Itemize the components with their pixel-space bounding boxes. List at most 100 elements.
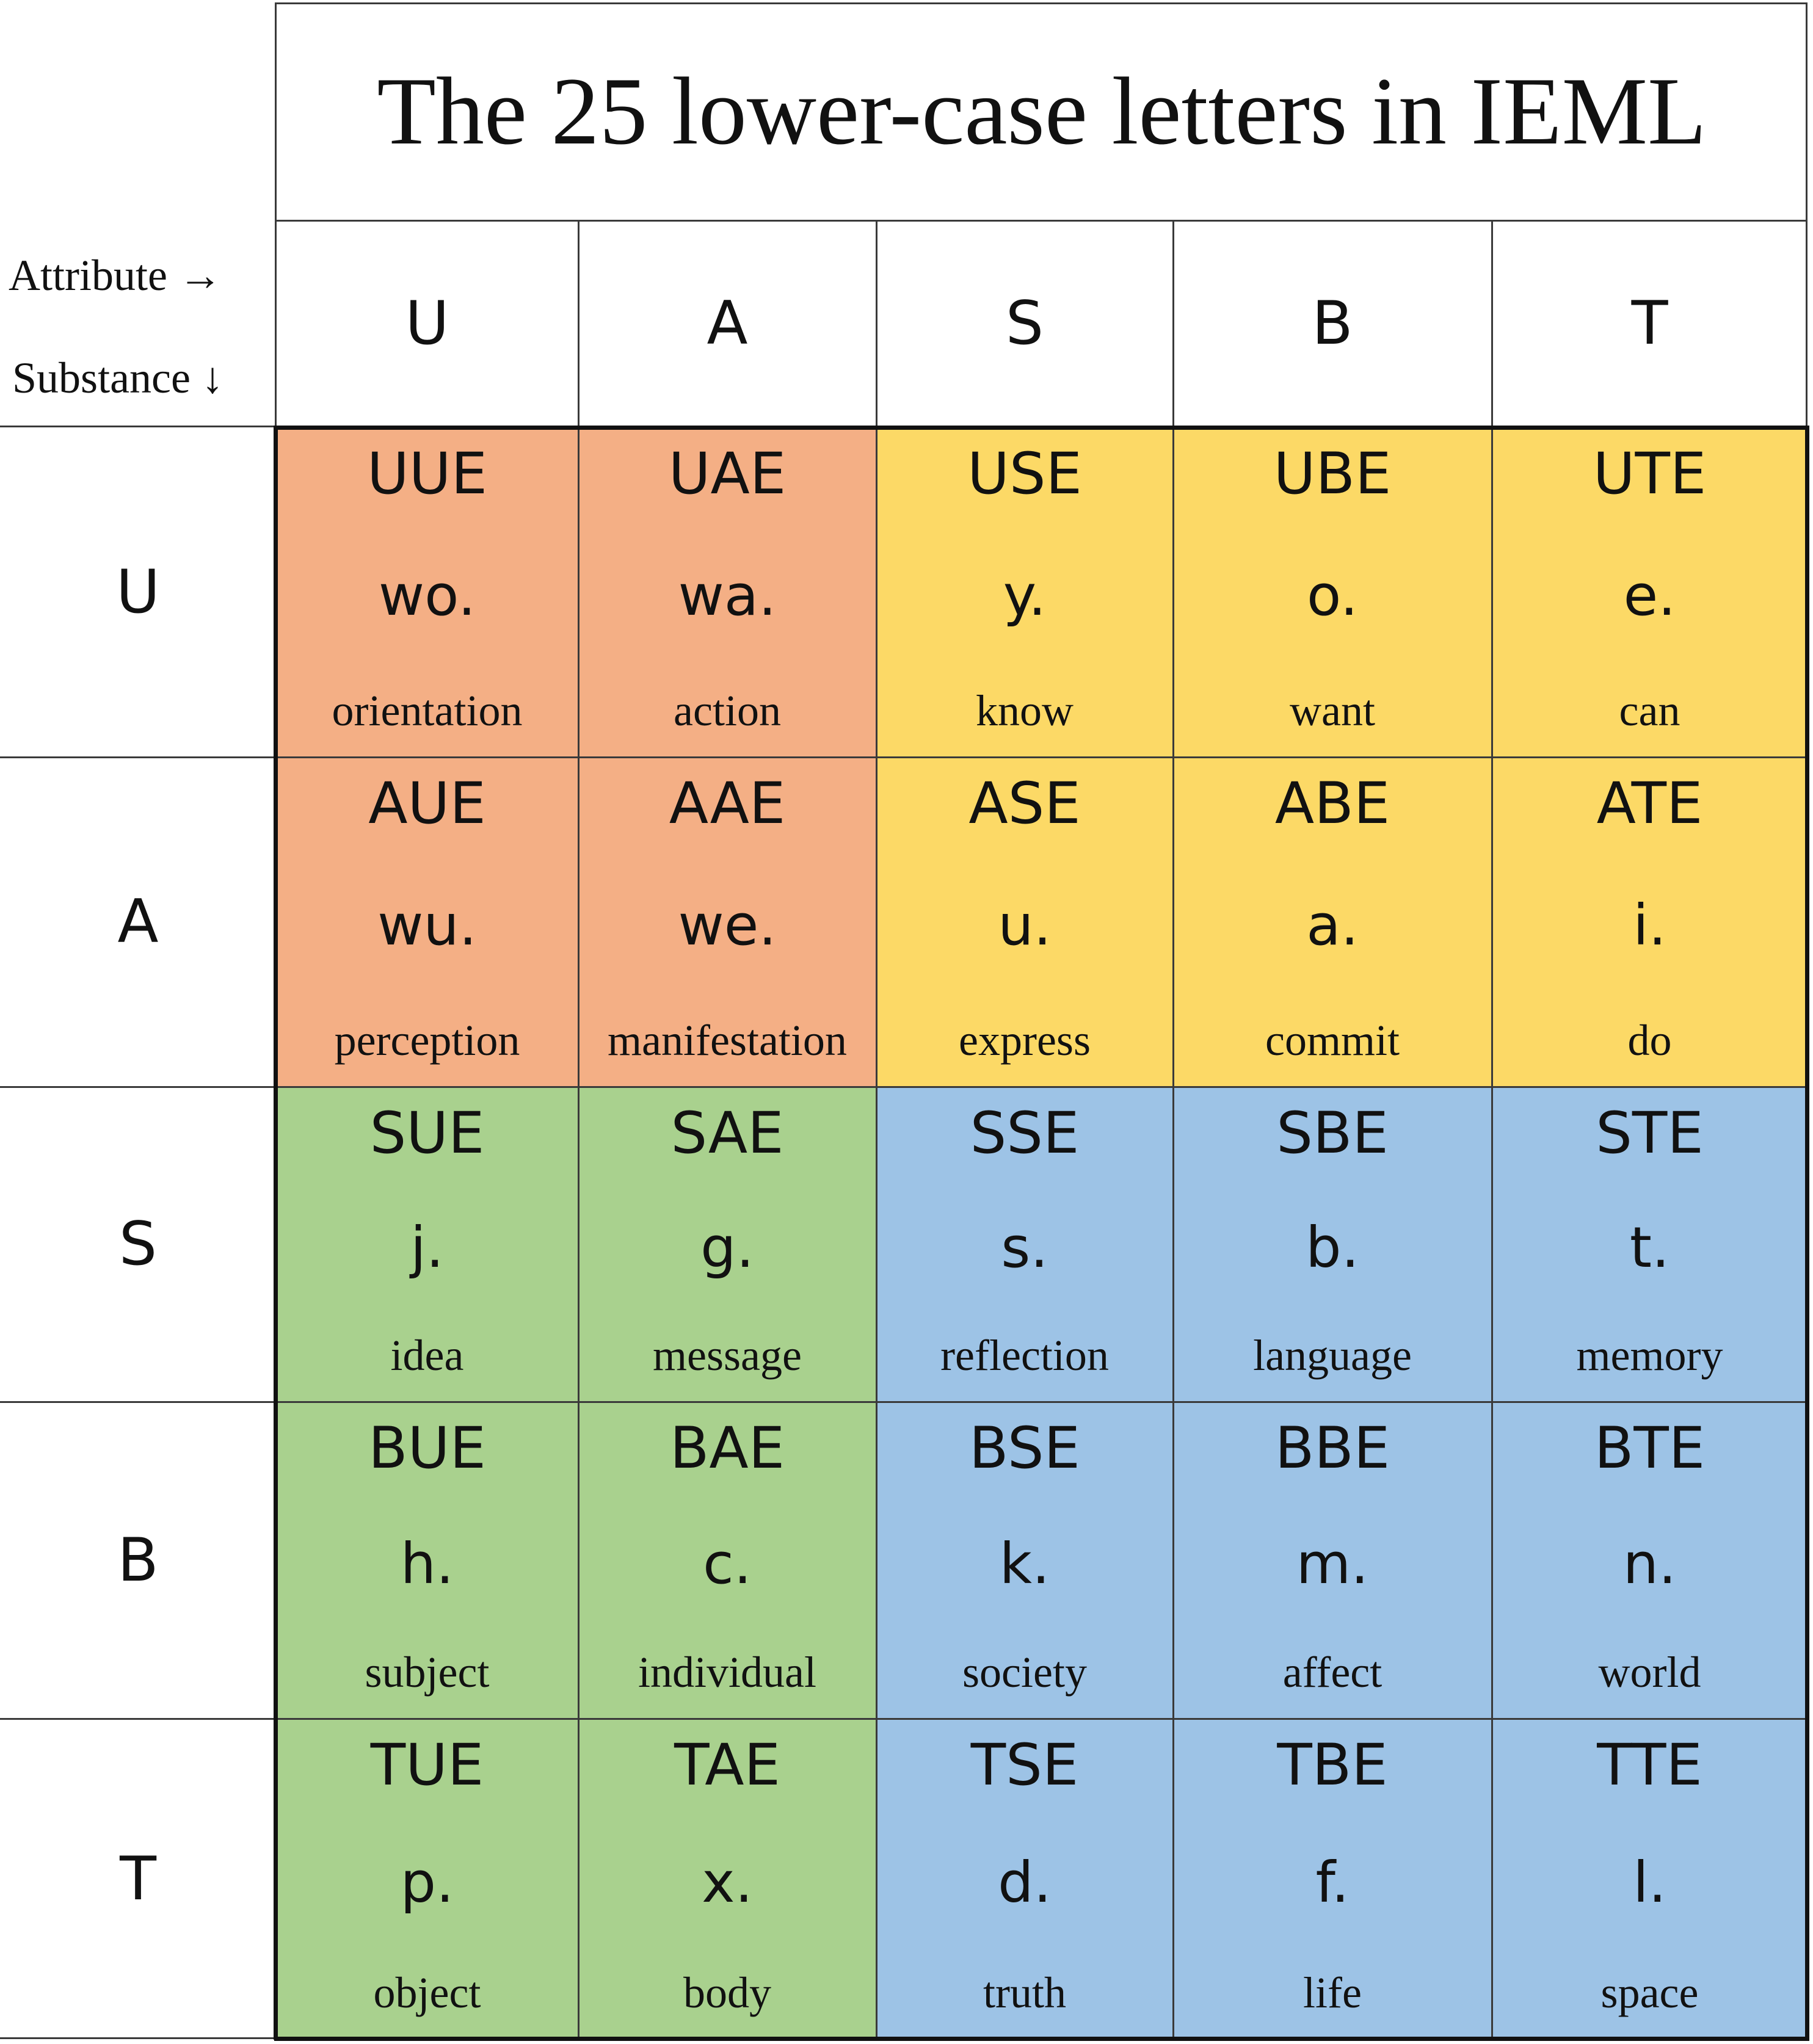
letter-cell-ube: UBE o. want <box>1173 427 1492 757</box>
letter-symbol: n. <box>1622 1531 1677 1596</box>
substance-axis-label: Substance ↓ <box>12 353 223 402</box>
letter-cell-tte: TTE l. space <box>1492 1719 1808 2039</box>
letter-symbol: s. <box>1001 1215 1048 1280</box>
column-divider <box>1172 220 1174 427</box>
letter-symbol: t. <box>1629 1215 1670 1280</box>
letter-meaning: express <box>959 1016 1091 1065</box>
row-divider <box>276 1401 1808 1403</box>
letter-symbol: m. <box>1296 1531 1369 1596</box>
letter-symbol: e. <box>1623 563 1676 628</box>
letter-symbol: wa. <box>678 563 777 628</box>
letter-cell-bse: BSE k. society <box>876 1402 1173 1719</box>
letter-cell-sbe: SBE b. language <box>1173 1087 1492 1402</box>
letter-symbol: p. <box>400 1849 454 1915</box>
letter-code: AUE <box>368 770 486 837</box>
letter-code: ATE <box>1596 770 1703 837</box>
letter-symbol: c. <box>703 1531 752 1596</box>
title-border <box>275 2 277 430</box>
letter-cell-bte: BTE n. world <box>1492 1402 1808 1719</box>
letter-meaning: language <box>1253 1331 1412 1380</box>
row-header-t: T <box>120 1844 156 1914</box>
outer-border <box>274 426 1809 430</box>
letter-code: STE <box>1596 1100 1704 1167</box>
letter-meaning: truth <box>983 1968 1066 2017</box>
letter-meaning: memory <box>1576 1331 1723 1380</box>
letter-symbol: y. <box>1003 563 1047 628</box>
column-header-a: A <box>707 289 748 358</box>
letter-code: BAE <box>669 1415 785 1482</box>
letter-code: BSE <box>969 1415 1080 1482</box>
column-divider <box>876 427 877 2039</box>
letter-cell-tbe: TBE f. life <box>1173 1719 1492 2039</box>
letter-cell-uae: UAE wa. action <box>578 427 876 757</box>
letter-meaning: perception <box>334 1016 520 1065</box>
letter-code: SAE <box>670 1100 784 1167</box>
column-divider <box>1491 220 1493 427</box>
letter-code: TBE <box>1277 1732 1388 1799</box>
letter-cell-tue: TUE p. object <box>276 1719 578 2039</box>
letter-cell-sue: SUE j. idea <box>276 1087 578 1402</box>
letter-code: UTE <box>1593 441 1707 507</box>
letter-cell-aae: AAE we. manifestation <box>578 757 876 1087</box>
letter-meaning: commit <box>1265 1016 1400 1065</box>
letter-meaning: world <box>1598 1648 1701 1697</box>
letter-cell-use: USE y. know <box>876 427 1173 757</box>
row-divider <box>0 2037 276 2039</box>
letter-symbol: u. <box>998 893 1052 958</box>
letter-meaning: can <box>1619 686 1680 735</box>
letter-meaning: reflection <box>940 1331 1109 1380</box>
column-divider <box>578 427 580 2039</box>
letter-code: SBE <box>1276 1100 1389 1167</box>
title-border <box>276 2 1808 4</box>
letter-symbol: f. <box>1315 1849 1350 1915</box>
letter-meaning: do <box>1627 1016 1672 1065</box>
column-header-s: S <box>1005 289 1044 358</box>
letter-meaning: society <box>962 1648 1087 1697</box>
letter-cell-ute: UTE e. can <box>1492 427 1808 757</box>
letter-meaning: body <box>683 1968 771 2017</box>
row-divider <box>0 756 276 758</box>
outer-border <box>274 426 278 2040</box>
column-header-u: U <box>405 289 449 358</box>
letter-code: SUE <box>369 1100 485 1167</box>
letter-cell-uue: UUE wo. orientation <box>276 427 578 757</box>
column-divider <box>578 220 580 427</box>
letter-meaning: subject <box>365 1648 490 1697</box>
letter-code: SSE <box>970 1100 1080 1167</box>
letter-code: TTE <box>1597 1732 1702 1799</box>
row-header-b: B <box>117 1525 159 1595</box>
letter-code: BBE <box>1274 1415 1390 1482</box>
letter-cell-tae: TAE x. body <box>578 1719 876 2039</box>
letter-meaning: idea <box>390 1331 464 1380</box>
letter-meaning: object <box>373 1968 481 2017</box>
row-divider <box>276 1718 1808 1720</box>
letter-meaning: life <box>1303 1968 1362 2017</box>
letter-cell-ate: ATE i. do <box>1492 757 1808 1087</box>
row-divider <box>0 1718 276 1720</box>
letter-symbol: wu. <box>377 893 477 958</box>
letter-meaning: message <box>653 1331 802 1380</box>
column-divider <box>1491 427 1493 2039</box>
letter-meaning: orientation <box>332 686 523 735</box>
row-divider <box>0 1086 276 1088</box>
letter-symbol: o. <box>1307 563 1358 628</box>
letter-meaning: space <box>1600 1968 1699 2017</box>
column-header-t: T <box>1631 289 1668 358</box>
letter-symbol: l. <box>1633 1849 1666 1915</box>
letter-code: UUE <box>367 441 487 507</box>
letter-code: AAE <box>669 770 786 837</box>
column-divider <box>1172 427 1174 2039</box>
letter-symbol: j. <box>410 1215 444 1280</box>
letter-symbol: wo. <box>378 563 476 628</box>
row-header-s: S <box>118 1209 158 1279</box>
row-divider <box>276 1086 1808 1088</box>
row-divider <box>276 756 1808 758</box>
letter-code: USE <box>967 441 1082 507</box>
letter-code: BTE <box>1594 1415 1706 1482</box>
letter-symbol: g. <box>700 1215 754 1280</box>
letter-symbol: d. <box>998 1849 1052 1915</box>
letter-meaning: know <box>976 686 1074 735</box>
letter-cell-bue: BUE h. subject <box>276 1402 578 1719</box>
letter-cell-bae: BAE c. individual <box>578 1402 876 1719</box>
letter-symbol: a. <box>1306 893 1359 958</box>
